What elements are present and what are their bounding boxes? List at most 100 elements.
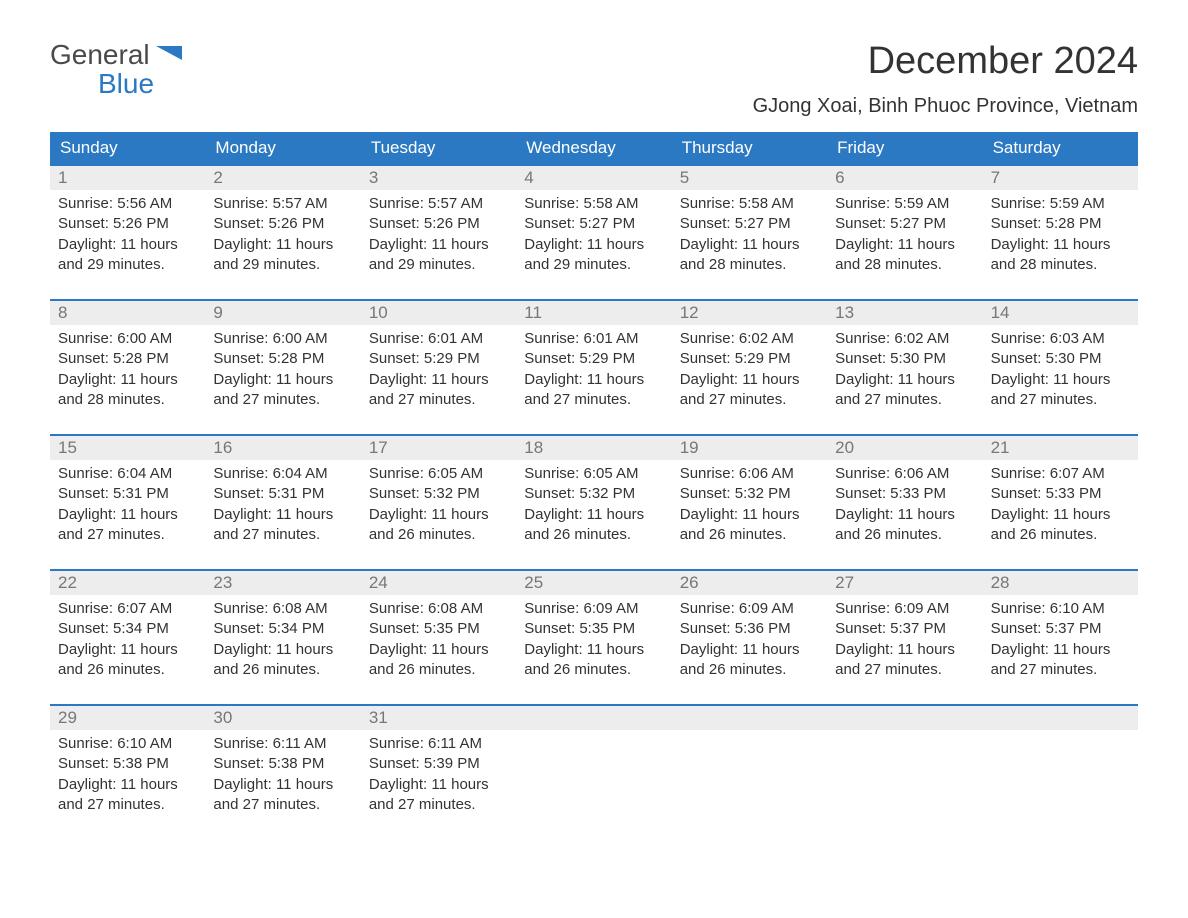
daylight-line: Daylight: 11 hours and 26 minutes. [991, 505, 1130, 546]
day-info: Sunrise: 6:11 AMSunset: 5:38 PMDaylight:… [213, 734, 352, 815]
day-info: Sunrise: 6:00 AMSunset: 5:28 PMDaylight:… [58, 329, 197, 410]
calendar-day: 7Sunrise: 5:59 AMSunset: 5:28 PMDaylight… [983, 166, 1138, 281]
day-info: Sunrise: 5:57 AMSunset: 5:26 PMDaylight:… [213, 194, 352, 275]
day-info: Sunrise: 6:07 AMSunset: 5:33 PMDaylight:… [991, 464, 1130, 545]
sunset-line: Sunset: 5:29 PM [524, 349, 663, 369]
day-info: Sunrise: 6:03 AMSunset: 5:30 PMDaylight:… [991, 329, 1130, 410]
calendar-day: 15Sunrise: 6:04 AMSunset: 5:31 PMDayligh… [50, 436, 205, 551]
weekday-header-row: SundayMondayTuesdayWednesdayThursdayFrid… [50, 132, 1138, 164]
sunrise-line: Sunrise: 6:10 AM [58, 734, 197, 754]
daylight-line: Daylight: 11 hours and 27 minutes. [835, 640, 974, 681]
day-number: 20 [827, 436, 982, 460]
day-number: 26 [672, 571, 827, 595]
sunrise-line: Sunrise: 5:56 AM [58, 194, 197, 214]
sunset-line: Sunset: 5:27 PM [835, 214, 974, 234]
daylight-line: Daylight: 11 hours and 27 minutes. [58, 775, 197, 816]
calendar-week: 22Sunrise: 6:07 AMSunset: 5:34 PMDayligh… [50, 569, 1138, 686]
sunrise-line: Sunrise: 6:06 AM [835, 464, 974, 484]
daylight-line: Daylight: 11 hours and 29 minutes. [369, 235, 508, 276]
day-number-empty [516, 706, 671, 730]
sunset-line: Sunset: 5:34 PM [58, 619, 197, 639]
sunrise-line: Sunrise: 5:57 AM [213, 194, 352, 214]
day-number: 2 [205, 166, 360, 190]
weekday-header: Monday [205, 132, 360, 164]
calendar: SundayMondayTuesdayWednesdayThursdayFrid… [50, 132, 1138, 821]
daylight-line: Daylight: 11 hours and 27 minutes. [213, 505, 352, 546]
daylight-line: Daylight: 11 hours and 27 minutes. [213, 775, 352, 816]
calendar-day: 31 Sunrise: 6:11 AMSunset: 5:39 PMDayligh… [361, 706, 516, 821]
sunset-line: Sunset: 5:26 PM [369, 214, 508, 234]
weekday-header: Tuesday [361, 132, 516, 164]
day-number: 28 [983, 571, 1138, 595]
sunrise-line: Sunrise: 5:58 AM [524, 194, 663, 214]
daylight-line: Daylight: 11 hours and 26 minutes. [680, 640, 819, 681]
day-info: Sunrise: 6:09 AMSunset: 5:36 PMDaylight:… [680, 599, 819, 680]
calendar-day: 17Sunrise: 6:05 AMSunset: 5:32 PMDayligh… [361, 436, 516, 551]
calendar-day: 16Sunrise: 6:04 AMSunset: 5:31 PMDayligh… [205, 436, 360, 551]
sunset-line: Sunset: 5:36 PM [680, 619, 819, 639]
day-number: 1 [50, 166, 205, 190]
day-number: 9 [205, 301, 360, 325]
calendar-day: 27Sunrise: 6:09 AMSunset: 5:37 PMDayligh… [827, 571, 982, 686]
daylight-line: Daylight: 11 hours and 26 minutes. [58, 640, 197, 681]
day-info: Sunrise: 6:04 AMSunset: 5:31 PMDaylight:… [58, 464, 197, 545]
day-info: Sunrise: 5:59 AMSunset: 5:27 PMDaylight:… [835, 194, 974, 275]
sunset-line: Sunset: 5:37 PM [991, 619, 1130, 639]
sunset-line: Sunset: 5:31 PM [213, 484, 352, 504]
daylight-line: Daylight: 11 hours and 26 minutes. [524, 640, 663, 681]
sunset-line: Sunset: 5:38 PM [213, 754, 352, 774]
sunset-line: Sunset: 5:26 PM [213, 214, 352, 234]
day-number: 24 [361, 571, 516, 595]
sunrise-line: Sunrise: 6:00 AM [58, 329, 197, 349]
day-number: 31 [361, 706, 516, 730]
daylight-line: Daylight: 11 hours and 26 minutes. [369, 505, 508, 546]
day-info: Sunrise: 6:02 AMSunset: 5:29 PMDaylight:… [680, 329, 819, 410]
calendar-day: 25Sunrise: 6:09 AMSunset: 5:35 PMDayligh… [516, 571, 671, 686]
sunset-line: Sunset: 5:31 PM [58, 484, 197, 504]
title-block: December 2024 GJong Xoai, Binh Phuoc Pro… [753, 40, 1138, 118]
sunset-line: Sunset: 5:32 PM [369, 484, 508, 504]
sunrise-line: Sunrise: 6:05 AM [369, 464, 508, 484]
daylight-line: Daylight: 11 hours and 29 minutes. [524, 235, 663, 276]
flag-icon [156, 40, 182, 69]
daylight-line: Daylight: 11 hours and 27 minutes. [835, 370, 974, 411]
calendar-week: 8Sunrise: 6:00 AMSunset: 5:28 PMDaylight… [50, 299, 1138, 416]
calendar-day [827, 706, 982, 821]
calendar-week: 29Sunrise: 6:10 AMSunset: 5:38 PMDayligh… [50, 704, 1138, 821]
day-number: 30 [205, 706, 360, 730]
logo-text-blue: Blue [98, 69, 154, 98]
day-info: Sunrise: 6:04 AMSunset: 5:31 PMDaylight:… [213, 464, 352, 545]
sunrise-line: Sunrise: 6:09 AM [524, 599, 663, 619]
calendar-day: 23Sunrise: 6:08 AMSunset: 5:34 PMDayligh… [205, 571, 360, 686]
day-info: Sunrise: 6:06 AMSunset: 5:33 PMDaylight:… [835, 464, 974, 545]
daylight-line: Daylight: 11 hours and 28 minutes. [835, 235, 974, 276]
calendar-week: 15Sunrise: 6:04 AMSunset: 5:31 PMDayligh… [50, 434, 1138, 551]
daylight-line: Daylight: 11 hours and 27 minutes. [524, 370, 663, 411]
sunset-line: Sunset: 5:27 PM [524, 214, 663, 234]
calendar-day: 29Sunrise: 6:10 AMSunset: 5:38 PMDayligh… [50, 706, 205, 821]
day-info: Sunrise: 6:08 AMSunset: 5:35 PMDaylight:… [369, 599, 508, 680]
calendar-day: 14Sunrise: 6:03 AMSunset: 5:30 PMDayligh… [983, 301, 1138, 416]
logo-text-general: General [50, 40, 150, 69]
sunrise-line: Sunrise: 6:08 AM [213, 599, 352, 619]
sunrise-line: Sunrise: 6:01 AM [369, 329, 508, 349]
sunrise-line: Sunrise: 6:10 AM [991, 599, 1130, 619]
sunrise-line: Sunrise: 6:07 AM [58, 599, 197, 619]
sunset-line: Sunset: 5:30 PM [991, 349, 1130, 369]
sunrise-line: Sunrise: 6:05 AM [524, 464, 663, 484]
sunrise-line: Sunrise: 6:02 AM [835, 329, 974, 349]
day-number: 18 [516, 436, 671, 460]
sunset-line: Sunset: 5:35 PM [369, 619, 508, 639]
day-info: Sunrise: 6:11 AMSunset: 5:39 PMDaylight:… [369, 734, 508, 815]
calendar-day: 3Sunrise: 5:57 AMSunset: 5:26 PMDaylight… [361, 166, 516, 281]
day-info: Sunrise: 6:01 AMSunset: 5:29 PMDaylight:… [369, 329, 508, 410]
daylight-line: Daylight: 11 hours and 27 minutes. [991, 640, 1130, 681]
sunrise-line: Sunrise: 6:06 AM [680, 464, 819, 484]
calendar-day: 30 Sunrise: 6:11 AMSunset: 5:38 PMDayligh… [205, 706, 360, 821]
sunset-line: Sunset: 5:29 PM [680, 349, 819, 369]
day-info: Sunrise: 5:58 AMSunset: 5:27 PMDaylight:… [680, 194, 819, 275]
calendar-day: 8Sunrise: 6:00 AMSunset: 5:28 PMDaylight… [50, 301, 205, 416]
page-header: General Blue December 2024 GJong Xoai, B… [50, 40, 1138, 118]
sunrise-line: Sunrise: 6:02 AM [680, 329, 819, 349]
day-number: 5 [672, 166, 827, 190]
